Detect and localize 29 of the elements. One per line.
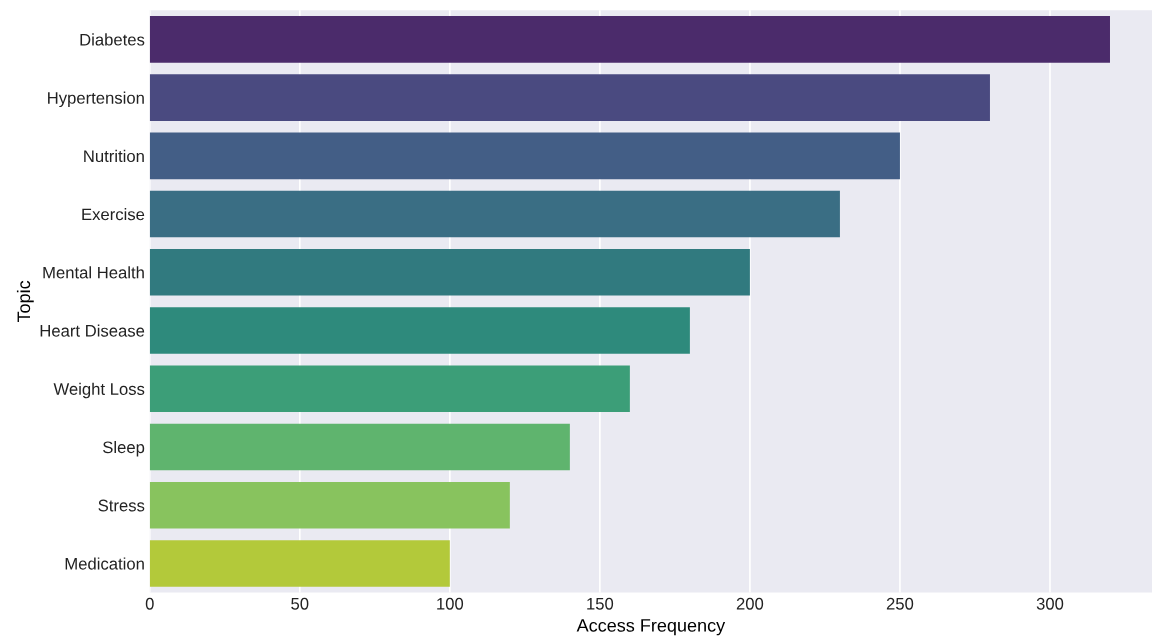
y-tick-label: Hypertension <box>48 91 144 108</box>
y-tick-label: Diabetes <box>80 33 145 46</box>
y-axis-title: Topic <box>16 280 34 323</box>
y-tick-label: Nutrition <box>84 149 144 163</box>
y-tick-label: Mental Health <box>43 266 144 279</box>
y-tick-label: Exercise <box>82 208 145 221</box>
x-axis-title: Access Frequency <box>576 619 726 636</box>
y-tick-label: Medication <box>65 557 144 570</box>
y-tick-label: Weight Loss <box>53 382 145 399</box>
bar <box>149 190 840 238</box>
bar <box>149 16 1110 63</box>
bar <box>149 365 630 413</box>
x-tick-label: 300 <box>1036 597 1064 610</box>
y-tick-label: Sleep <box>103 440 145 457</box>
x-tick-label: 100 <box>437 597 464 610</box>
x-tick-label: 250 <box>886 597 914 610</box>
x-tick-label: 0 <box>145 597 154 610</box>
bar <box>149 249 750 296</box>
x-tick-label: 150 <box>587 597 614 610</box>
bar <box>149 540 450 587</box>
x-tick-label: 50 <box>291 597 309 610</box>
bar <box>149 132 900 180</box>
y-tick-label: Stress <box>98 499 145 512</box>
bar <box>149 423 570 471</box>
x-tick-label: 200 <box>736 597 764 610</box>
bar <box>149 74 990 121</box>
y-tick-label: Heart Disease <box>40 324 145 337</box>
bar <box>149 481 510 529</box>
bar <box>149 307 690 354</box>
